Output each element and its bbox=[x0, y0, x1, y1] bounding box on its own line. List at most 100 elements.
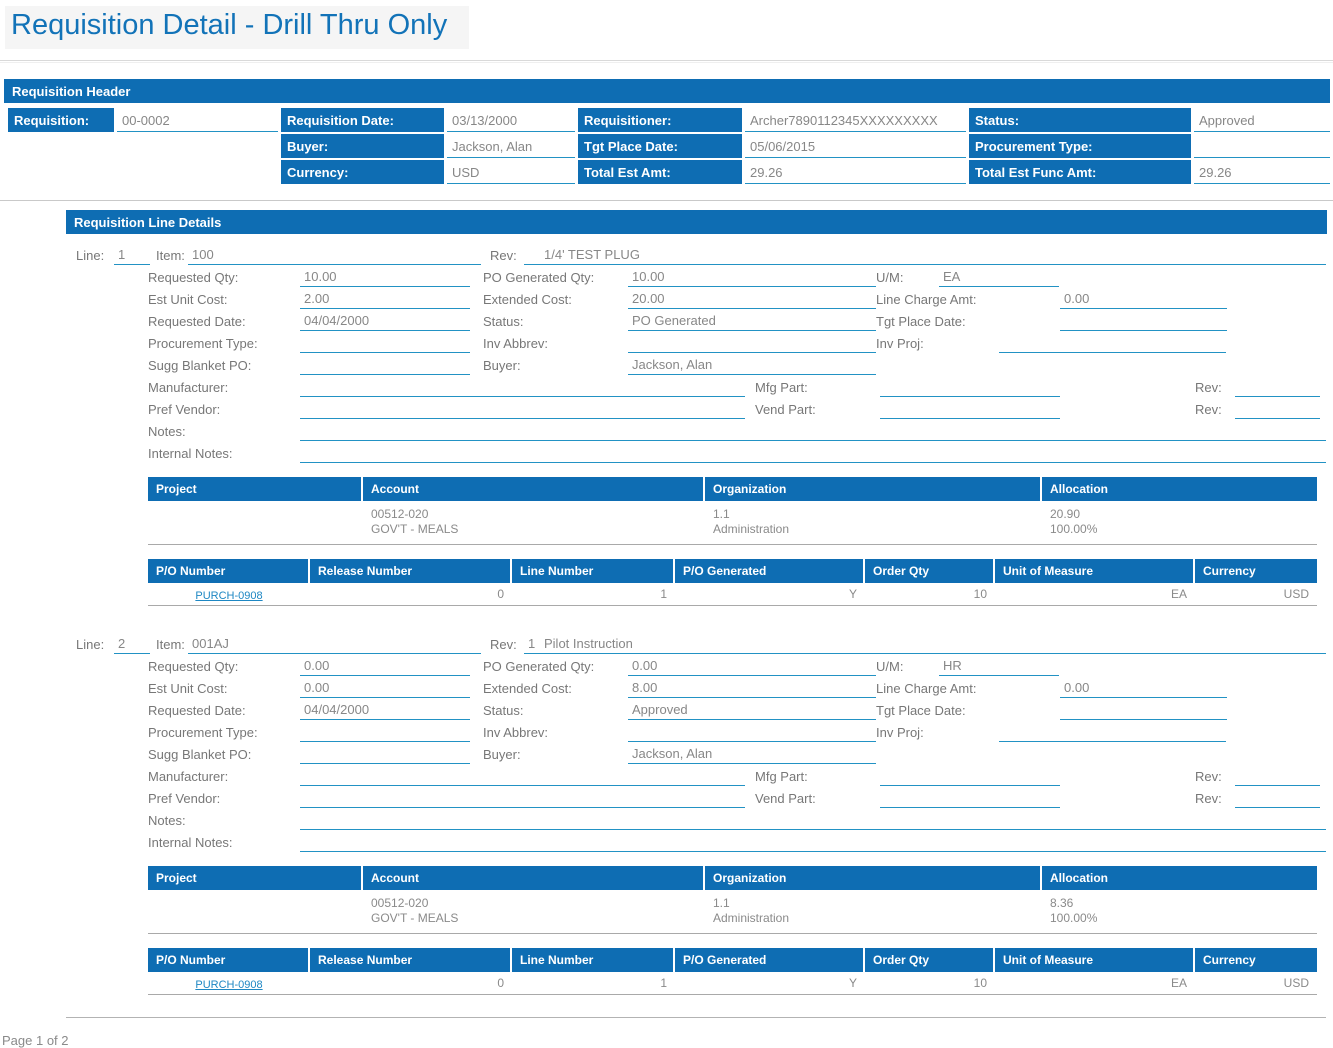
order-qty-cell: 10 bbox=[973, 587, 987, 601]
unit-of-measure-cell: EA bbox=[1170, 976, 1187, 990]
qty-row: Requested Qty: 10.00 PO Generated Qty: 1… bbox=[148, 265, 1326, 287]
rev-label: Rev: bbox=[490, 637, 517, 652]
line-number-value: 1 bbox=[114, 247, 150, 265]
manufacturer-value bbox=[300, 394, 745, 397]
po-row: PURCH-0908 0 1 Y 10 EA USD bbox=[148, 972, 1317, 995]
notes-label: Notes: bbox=[148, 424, 186, 439]
sugg-blanket-po-label: Sugg Blanket PO: bbox=[148, 747, 252, 762]
line-charge-amt-label: Line Charge Amt: bbox=[876, 681, 977, 696]
title-divider bbox=[0, 60, 1333, 61]
line-status-label: Status: bbox=[483, 703, 524, 718]
requisition-header-section-title: Requisition Header bbox=[12, 84, 131, 99]
mfg-rev-value bbox=[1235, 394, 1320, 397]
account-name: GOV'T - MEALS bbox=[371, 911, 459, 925]
allocation-amount-cell: 20.90 100.00% bbox=[1042, 501, 1317, 544]
tgt-place-date-value: 05/06/2015 bbox=[745, 134, 966, 158]
line-procurement-type-label: Procurement Type: bbox=[148, 336, 258, 351]
qty-row: Requested Qty: 0.00 PO Generated Qty: 0.… bbox=[148, 654, 1326, 676]
mfg-rev-label: Rev: bbox=[1195, 380, 1222, 395]
allocation-amount: 20.90 bbox=[1050, 507, 1081, 521]
inv-proj-label: Inv Proj: bbox=[876, 725, 924, 740]
inv-proj-value bbox=[999, 350, 1226, 353]
section-divider bbox=[0, 200, 1333, 201]
mfg-rev-value bbox=[1235, 783, 1320, 786]
requisition-lines: Line: 1 Item: 100 Rev: 1/4' TEST PLUG Re… bbox=[0, 243, 1333, 997]
inv-abbrev-label: Inv Abbrev: bbox=[483, 725, 549, 740]
buyer-value: Jackson, Alan bbox=[447, 134, 575, 158]
allocation-amount: 8.36 bbox=[1050, 896, 1074, 910]
release-number-cell: 0 bbox=[497, 587, 504, 601]
line-procurement-type-value bbox=[300, 739, 470, 742]
line-charge-amt-value: 0.00 bbox=[1060, 680, 1227, 698]
organization-id: 1.1 bbox=[713, 507, 730, 521]
header-spacer bbox=[8, 134, 114, 158]
date-status-row: Requested Date: 04/04/2000 Status: Appro… bbox=[148, 698, 1326, 720]
page-number: Page 1 of 2 bbox=[2, 1033, 69, 1048]
currency-label: Currency: bbox=[281, 160, 444, 184]
po-number-link[interactable]: PURCH-0908 bbox=[195, 590, 263, 602]
pref-vendor-value bbox=[300, 416, 745, 419]
mfg-rev-label: Rev: bbox=[1195, 769, 1222, 784]
inv-abbrev-value bbox=[628, 350, 876, 353]
po-header-po-generated: P/O Generated bbox=[675, 948, 865, 972]
page-title: Requisition Detail - Drill Thru Only bbox=[5, 6, 470, 49]
extended-cost-value: 20.00 bbox=[628, 291, 876, 309]
allocation-header-allocation: Allocation bbox=[1042, 866, 1317, 890]
pref-vendor-label: Pref Vendor: bbox=[148, 402, 221, 417]
allocation-organization-cell: 1.1 Administration bbox=[705, 890, 1042, 933]
header-spacer bbox=[117, 134, 278, 158]
requisitioner-label: Requisitioner: bbox=[578, 108, 742, 132]
cost-row: Est Unit Cost: 0.00 Extended Cost: 8.00 … bbox=[148, 676, 1326, 698]
po-header-order-qty: Order Qty bbox=[865, 559, 995, 583]
allocation-header-organization: Organization bbox=[705, 866, 1042, 890]
est-unit-cost-label: Est Unit Cost: bbox=[148, 292, 228, 307]
est-unit-cost-label: Est Unit Cost: bbox=[148, 681, 228, 696]
po-table-header: P/O Number Release Number Line Number P/… bbox=[148, 559, 1317, 583]
allocation-project-cell bbox=[148, 890, 363, 933]
line-charge-amt-value: 0.00 bbox=[1060, 291, 1227, 309]
mfg-part-value bbox=[880, 394, 1060, 397]
vend-rev-value bbox=[1235, 416, 1320, 419]
po-row: PURCH-0908 0 1 Y 10 EA USD bbox=[148, 583, 1317, 606]
account-name: GOV'T - MEALS bbox=[371, 522, 459, 536]
manufacturer-label: Manufacturer: bbox=[148, 769, 229, 784]
requisitioner-value: Archer7890112345XXXXXXXXX bbox=[745, 108, 966, 132]
po-number-cell: PURCH-0908 bbox=[148, 583, 310, 605]
po-table: P/O Number Release Number Line Number P/… bbox=[148, 948, 1317, 995]
po-header-unit-of-measure: Unit of Measure bbox=[995, 948, 1195, 972]
um-label: U/M: bbox=[876, 659, 904, 674]
po-generated-qty-label: PO Generated Qty: bbox=[483, 659, 595, 674]
allocation-account-cell: 00512-020 GOV'T - MEALS bbox=[363, 501, 705, 544]
title-bar: Requisition Detail - Drill Thru Only bbox=[5, 6, 1333, 49]
notes-row: Notes: bbox=[148, 419, 1326, 441]
currency-cell: USD bbox=[1283, 587, 1309, 601]
total-est-func-amt-label: Total Est Func Amt: bbox=[969, 160, 1191, 184]
organization-name: Administration bbox=[713, 522, 790, 536]
organization-name: Administration bbox=[713, 911, 790, 925]
pref-vendor-row: Pref Vendor: Vend Part: Rev: bbox=[148, 397, 1326, 419]
date-status-row: Requested Date: 04/04/2000 Status: PO Ge… bbox=[148, 309, 1326, 331]
pref-vendor-label: Pref Vendor: bbox=[148, 791, 221, 806]
po-header-currency: Currency bbox=[1195, 559, 1317, 583]
line-buyer-value: Jackson, Alan bbox=[628, 746, 876, 764]
allocation-header-organization: Organization bbox=[705, 477, 1042, 501]
po-header-release-number: Release Number bbox=[310, 559, 512, 583]
po-generated-cell: Y bbox=[848, 976, 857, 990]
requisition-value: 00-0002 bbox=[117, 108, 278, 132]
vend-part-label: Vend Part: bbox=[755, 402, 816, 417]
requisition-label: Requisition: bbox=[8, 108, 114, 132]
total-est-amt-value: 29.26 bbox=[745, 160, 966, 184]
status-value: Approved bbox=[1194, 108, 1330, 132]
line-buyer-value: Jackson, Alan bbox=[628, 357, 876, 375]
line-status-value: Approved bbox=[628, 702, 876, 720]
allocation-organization-cell: 1.1 Administration bbox=[705, 501, 1042, 544]
vend-part-label: Vend Part: bbox=[755, 791, 816, 806]
rev-value: 1/4' TEST PLUG bbox=[524, 247, 1326, 265]
vend-rev-label: Rev: bbox=[1195, 791, 1222, 806]
requisition-line: Line: 1 Item: 100 Rev: 1/4' TEST PLUG Re… bbox=[76, 243, 1326, 606]
rev-number: 1 bbox=[528, 636, 536, 651]
line-number-value: 2 bbox=[114, 636, 150, 654]
po-number-link[interactable]: PURCH-0908 bbox=[195, 979, 263, 991]
vend-rev-label: Rev: bbox=[1195, 402, 1222, 417]
inv-proj-label: Inv Proj: bbox=[876, 336, 924, 351]
